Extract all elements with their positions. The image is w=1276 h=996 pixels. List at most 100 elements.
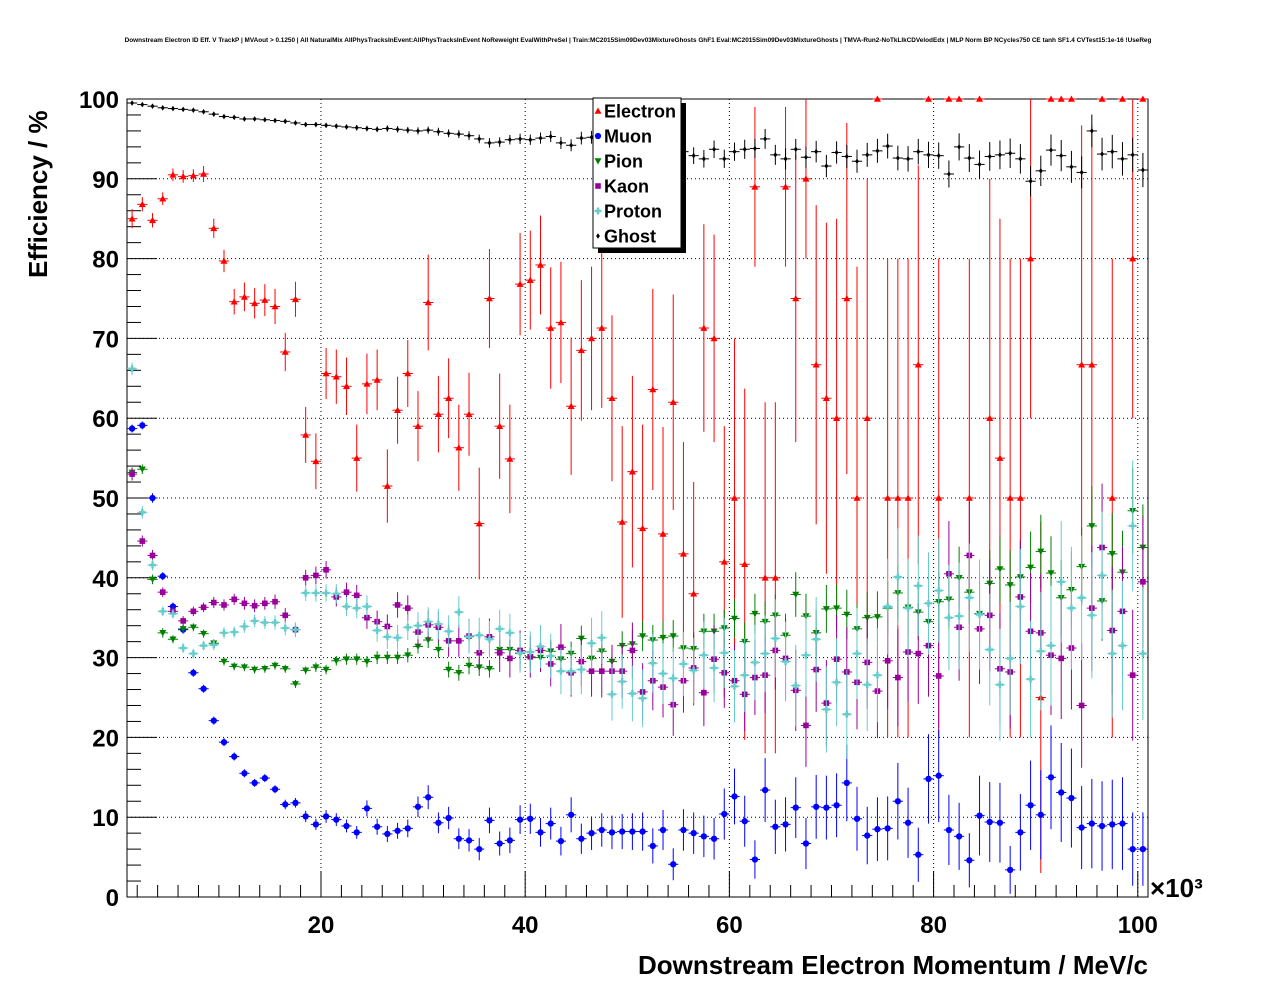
data-point: [149, 561, 157, 569]
data-point: [1017, 829, 1024, 836]
data-point: [1057, 95, 1065, 102]
y-tick-label: 0: [106, 885, 119, 912]
data-point: [935, 772, 942, 779]
data-point: [383, 633, 391, 641]
data-point: [925, 775, 932, 783]
data-point: [1047, 95, 1055, 102]
data-point: [383, 482, 391, 489]
data-point: [741, 818, 748, 825]
data-point: [343, 603, 351, 611]
data-point: [965, 494, 973, 501]
data-point: [169, 610, 177, 618]
data-point: [843, 779, 850, 787]
data-point: [281, 665, 289, 673]
data-point: [771, 634, 779, 642]
data-point: [282, 801, 289, 808]
data-point: [302, 575, 309, 581]
data-point: [751, 610, 759, 618]
data-point: [180, 618, 186, 624]
data-point: [507, 136, 512, 143]
data-point: [659, 634, 667, 642]
data-point: [761, 650, 769, 658]
data-point: [1088, 820, 1095, 827]
data-point: [844, 153, 849, 160]
data-point: [485, 295, 493, 302]
data-point: [179, 626, 187, 633]
data-point: [139, 538, 146, 544]
x-axis-multiplier: ×10³: [1150, 873, 1203, 903]
data-point: [424, 618, 432, 626]
data-point: [221, 602, 227, 608]
data-point: [935, 494, 943, 501]
data-point: [210, 224, 218, 232]
data-point: [691, 152, 696, 159]
data-point: [792, 804, 799, 811]
data-point: [895, 674, 901, 681]
data-point: [1027, 564, 1035, 571]
data-point: [414, 622, 422, 630]
data-point: [884, 825, 891, 832]
data-point: [935, 673, 942, 679]
data-point: [424, 637, 432, 644]
data-point: [935, 587, 943, 595]
data-point: [538, 135, 543, 141]
data-point: [720, 649, 728, 657]
data-point: [710, 664, 718, 672]
y-tick-label: 20: [92, 725, 119, 752]
data-point: [649, 659, 657, 667]
data-point: [1120, 156, 1125, 162]
data-point: [569, 142, 574, 149]
data-point: [557, 837, 565, 845]
data-point: [179, 644, 187, 652]
data-point: [588, 668, 595, 674]
data-point: [855, 158, 859, 165]
data-point: [497, 139, 502, 145]
data-point: [1016, 494, 1024, 501]
data-point: [865, 152, 870, 158]
data-point: [220, 739, 228, 746]
legend-item-muon: Muon: [594, 127, 652, 147]
data-point: [853, 815, 861, 822]
data-point: [334, 123, 339, 129]
data-point: [537, 642, 545, 650]
data-point: [792, 591, 800, 599]
y-tick-label: 50: [92, 486, 119, 513]
data-point: [434, 620, 442, 628]
data-point: [578, 835, 585, 842]
data-point: [537, 829, 544, 836]
data-point: [741, 671, 749, 679]
data-point: [679, 660, 687, 668]
data-point: [579, 135, 584, 141]
data-point: [343, 589, 350, 595]
data-point: [1067, 95, 1075, 102]
data-point: [1006, 494, 1014, 501]
data-point: [231, 596, 238, 603]
data-point: [619, 828, 626, 835]
data-point: [201, 108, 206, 115]
data-point: [577, 666, 585, 674]
data-point: [690, 590, 698, 597]
data-point: [261, 774, 268, 782]
y-tick-label: 100: [79, 87, 119, 114]
data-point: [1058, 655, 1065, 662]
data-point: [262, 116, 267, 123]
data-point: [700, 833, 708, 840]
data-point: [814, 148, 819, 155]
data-point: [230, 298, 238, 305]
data-point: [1006, 654, 1014, 662]
data-point: [906, 156, 910, 162]
data-point: [649, 385, 657, 393]
data-point: [465, 837, 473, 844]
series-proton: [127, 362, 1148, 759]
legend-label: Muon: [604, 127, 652, 147]
data-point: [322, 370, 330, 377]
data-point: [1037, 811, 1044, 818]
legend-item-proton: Proton: [594, 202, 662, 222]
data-point: [373, 376, 381, 383]
data-point: [394, 406, 402, 414]
data-point: [138, 466, 146, 473]
data-point: [741, 560, 749, 568]
data-point: [323, 567, 329, 573]
data-point: [128, 365, 136, 373]
